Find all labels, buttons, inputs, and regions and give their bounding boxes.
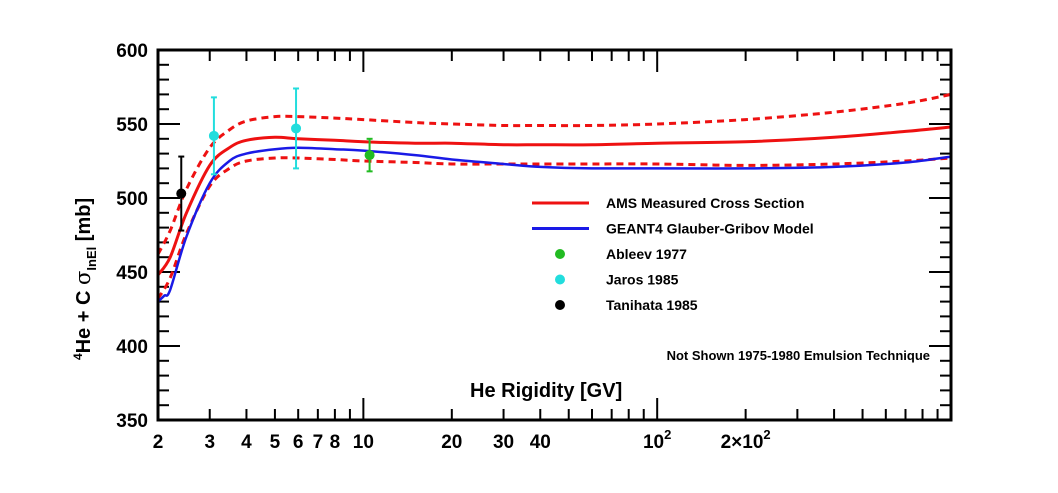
y-axis-title-sigma: σ bbox=[71, 271, 95, 285]
x-tick-label: 2×102 bbox=[721, 427, 771, 453]
data-point bbox=[176, 188, 187, 199]
x-tick-label-text: 40 bbox=[530, 432, 551, 453]
legend: AMS Measured Cross Section GEANT4 Glauber… bbox=[532, 195, 814, 313]
annotation-note: Not Shown 1975-1980 Emulsion Technique bbox=[667, 348, 930, 363]
x-tick-label: 8 bbox=[330, 432, 341, 453]
x-tick-label-text: 8 bbox=[330, 432, 341, 453]
data-point bbox=[208, 130, 219, 141]
y-axis-title-sub: InEl bbox=[84, 247, 99, 271]
x-tick-label: 5 bbox=[270, 432, 281, 453]
y-axis-title-unit: [mb] bbox=[73, 198, 95, 247]
x-axis-title: He Rigidity [GV] bbox=[470, 380, 622, 402]
x-tick-label-sup: 2 bbox=[664, 427, 671, 442]
axis-ticks bbox=[157, 49, 952, 421]
x-tick-label-text: 2×10 bbox=[721, 432, 764, 453]
x-tick-label-sup: 2 bbox=[763, 427, 770, 442]
x-tick-labels: 2 3 4 5 6 7 8 10 20 30 40 102 2×102 bbox=[153, 427, 771, 453]
data-point bbox=[291, 123, 302, 134]
legend-marker-swatch bbox=[555, 249, 565, 259]
x-tick-label-text: 30 bbox=[493, 432, 514, 453]
x-tick-label: 2 bbox=[153, 432, 164, 453]
x-tick-label-text: 10 bbox=[643, 432, 664, 453]
data-point bbox=[364, 150, 375, 161]
x-tick-label: 30 bbox=[493, 432, 514, 453]
data-points bbox=[176, 87, 375, 232]
x-tick-label: 10 bbox=[353, 432, 374, 453]
x-tick-label-text: 7 bbox=[313, 432, 324, 453]
y-tick-label: 450 bbox=[116, 263, 148, 284]
x-tick-label: 20 bbox=[441, 432, 462, 453]
legend-label: GEANT4 Glauber-Gribov Model bbox=[606, 221, 814, 237]
y-tick-label: 600 bbox=[116, 41, 148, 62]
legend-label: Tanihata 1985 bbox=[606, 297, 698, 313]
x-tick-label: 3 bbox=[204, 432, 215, 453]
x-tick-label: 7 bbox=[313, 432, 324, 453]
x-tick-label: 6 bbox=[293, 432, 304, 453]
plot-frame bbox=[156, 48, 953, 422]
y-tick-labels: 350 400 450 500 550 600 bbox=[116, 41, 148, 432]
x-tick-label-text: 4 bbox=[241, 432, 252, 453]
y-axis-title-main: He + C bbox=[73, 285, 95, 353]
y-tick-label: 500 bbox=[116, 189, 148, 210]
x-tick-label: 4 bbox=[241, 432, 252, 453]
legend-label: AMS Measured Cross Section bbox=[606, 195, 804, 211]
y-axis-title-sup: 4 bbox=[71, 353, 85, 360]
x-tick-label-text: 5 bbox=[270, 432, 281, 453]
x-tick-label-text: 3 bbox=[204, 432, 215, 453]
legend-marker-swatch bbox=[555, 274, 565, 285]
x-tick-label-text: 2 bbox=[153, 432, 164, 453]
y-tick-label: 400 bbox=[116, 337, 148, 358]
x-tick-label: 102 bbox=[643, 427, 671, 453]
y-tick-label: 550 bbox=[116, 115, 148, 136]
legend-label: Jaros 1985 bbox=[606, 272, 679, 288]
legend-marker-swatch bbox=[555, 300, 565, 310]
y-tick-label: 350 bbox=[116, 411, 148, 432]
x-tick-label-text: 10 bbox=[353, 432, 374, 453]
x-tick-label: 40 bbox=[530, 432, 551, 453]
x-tick-label-text: 20 bbox=[441, 432, 462, 453]
y-axis-title: 4He + C σInEl [mb] bbox=[71, 198, 99, 360]
x-tick-label-text: 6 bbox=[293, 432, 304, 453]
legend-label: Ableev 1977 bbox=[606, 246, 687, 262]
series-line bbox=[157, 146, 952, 303]
